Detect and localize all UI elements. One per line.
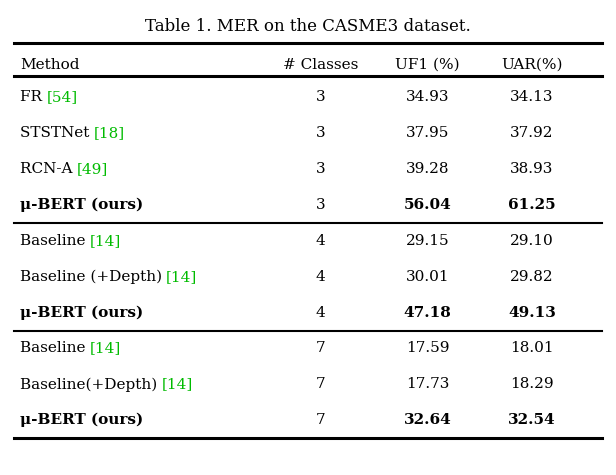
- Text: [49]: [49]: [77, 162, 108, 176]
- Text: 34.93: 34.93: [406, 90, 449, 104]
- Text: 39.28: 39.28: [406, 162, 449, 176]
- Text: 56.04: 56.04: [403, 198, 452, 212]
- Text: 29.10: 29.10: [510, 234, 554, 248]
- Text: 47.18: 47.18: [403, 305, 452, 320]
- Text: μ-BERT (ours): μ-BERT (ours): [20, 305, 143, 320]
- Text: # Classes: # Classes: [283, 58, 358, 72]
- Text: [18]: [18]: [94, 126, 125, 140]
- Text: 3: 3: [315, 198, 325, 212]
- Text: 37.92: 37.92: [510, 126, 554, 140]
- Text: 30.01: 30.01: [406, 270, 450, 284]
- Text: 3: 3: [315, 126, 325, 140]
- Text: STSTNet: STSTNet: [20, 126, 94, 140]
- Text: 4: 4: [315, 270, 325, 284]
- Text: 18.01: 18.01: [510, 342, 554, 355]
- Text: 7: 7: [315, 377, 325, 391]
- Text: 18.29: 18.29: [510, 377, 554, 391]
- Text: FR: FR: [20, 90, 47, 104]
- Text: Baseline(+Depth): Baseline(+Depth): [20, 377, 162, 391]
- Text: UF1 (%): UF1 (%): [395, 58, 460, 72]
- Text: Baseline: Baseline: [20, 342, 90, 355]
- Text: [14]: [14]: [90, 342, 121, 355]
- Text: 4: 4: [315, 234, 325, 248]
- Text: 34.13: 34.13: [510, 90, 554, 104]
- Text: Baseline (+Depth): Baseline (+Depth): [20, 269, 167, 284]
- Text: 7: 7: [315, 342, 325, 355]
- Text: [54]: [54]: [47, 90, 78, 104]
- Text: 3: 3: [315, 162, 325, 176]
- Text: Method: Method: [20, 58, 79, 72]
- Text: 61.25: 61.25: [508, 198, 556, 212]
- Text: [14]: [14]: [166, 270, 197, 284]
- Text: 32.54: 32.54: [508, 413, 556, 427]
- Text: 17.73: 17.73: [406, 377, 449, 391]
- Text: [14]: [14]: [90, 234, 121, 248]
- Text: 37.95: 37.95: [406, 126, 449, 140]
- Text: [14]: [14]: [161, 377, 193, 391]
- Text: 29.82: 29.82: [510, 270, 554, 284]
- Text: 3: 3: [315, 90, 325, 104]
- Text: Table 1. MER on the CASME3 dataset.: Table 1. MER on the CASME3 dataset.: [145, 18, 471, 35]
- Text: μ-BERT (ours): μ-BERT (ours): [20, 413, 143, 428]
- Text: 4: 4: [315, 305, 325, 320]
- Text: 32.64: 32.64: [403, 413, 452, 427]
- Text: 49.13: 49.13: [508, 305, 556, 320]
- Text: 38.93: 38.93: [510, 162, 554, 176]
- Text: μ-BERT (ours): μ-BERT (ours): [20, 198, 143, 212]
- Text: UAR(%): UAR(%): [501, 58, 562, 72]
- Text: RCN-A: RCN-A: [20, 162, 77, 176]
- Text: Baseline: Baseline: [20, 234, 90, 248]
- Text: 29.15: 29.15: [406, 234, 450, 248]
- Text: 17.59: 17.59: [406, 342, 449, 355]
- Text: 7: 7: [315, 413, 325, 427]
